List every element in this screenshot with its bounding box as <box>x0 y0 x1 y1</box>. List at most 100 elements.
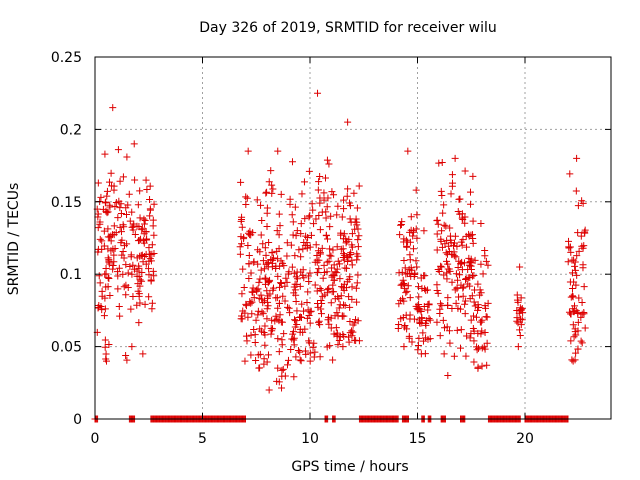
data-point <box>275 231 283 239</box>
data-point <box>306 212 314 220</box>
data-point <box>311 348 319 356</box>
data-point <box>124 283 132 291</box>
data-point <box>117 228 125 236</box>
data-point <box>150 231 158 239</box>
data-point <box>114 285 122 293</box>
data-point <box>258 308 266 316</box>
data-point <box>334 202 342 210</box>
y-tick-label: 0.05 <box>51 340 82 356</box>
data-point <box>426 335 434 343</box>
data-point <box>322 231 330 239</box>
data-point <box>269 185 277 193</box>
data-point <box>575 247 583 255</box>
data-point <box>412 186 420 194</box>
data-point <box>118 236 126 244</box>
data-point <box>417 350 425 358</box>
data-point <box>284 356 292 364</box>
data-point <box>264 259 272 267</box>
data-point <box>406 294 414 302</box>
data-point <box>413 263 421 271</box>
data-point <box>446 232 454 240</box>
data-point <box>315 319 323 327</box>
data-point <box>325 284 333 292</box>
data-point <box>281 282 289 290</box>
data-point <box>254 260 262 268</box>
data-point <box>94 179 102 187</box>
data-point <box>335 304 343 312</box>
data-point <box>116 204 124 212</box>
data-point <box>323 268 331 276</box>
data-point <box>269 286 277 294</box>
data-point <box>289 218 297 226</box>
data-point <box>138 269 146 277</box>
data-point <box>348 283 356 291</box>
data-point <box>293 320 301 328</box>
data-point <box>348 295 356 303</box>
data-point <box>297 253 305 261</box>
data-point <box>275 300 283 308</box>
data-point <box>276 222 284 230</box>
data-point <box>323 235 331 243</box>
data-point <box>397 296 405 304</box>
data-point <box>404 282 412 290</box>
data-point <box>461 310 469 318</box>
data-point <box>517 315 525 323</box>
data-point <box>353 298 361 306</box>
data-point <box>447 190 455 198</box>
data-point <box>253 287 261 295</box>
data-point <box>259 310 267 318</box>
data-point <box>339 235 347 243</box>
data-point <box>581 324 589 332</box>
data-point <box>279 365 287 373</box>
data-point <box>466 295 474 303</box>
data-point <box>268 316 276 324</box>
data-point <box>573 252 581 260</box>
data-point <box>277 318 285 326</box>
data-point <box>343 284 351 292</box>
data-point <box>143 185 151 193</box>
data-point <box>469 239 477 247</box>
data-point <box>334 341 342 349</box>
data-point <box>104 254 112 262</box>
data-point <box>346 199 354 207</box>
data-point <box>243 194 251 202</box>
data-point <box>238 213 246 221</box>
data-point <box>433 318 441 326</box>
data-point <box>568 284 576 292</box>
data-point <box>253 196 261 204</box>
data-point <box>336 275 344 283</box>
data-point <box>400 343 408 351</box>
data-point <box>245 274 253 282</box>
data-point <box>570 333 578 341</box>
x-axis-label: GPS time / hours <box>291 459 408 475</box>
data-point <box>104 245 112 253</box>
data-point <box>241 357 249 365</box>
data-point <box>102 198 110 206</box>
data-point <box>513 291 521 299</box>
data-point <box>304 288 312 296</box>
data-point <box>251 331 259 339</box>
data-point <box>320 189 328 197</box>
data-point <box>123 210 131 218</box>
data-point <box>444 302 452 310</box>
data-point <box>580 283 588 291</box>
data-point <box>395 300 403 308</box>
data-point <box>340 196 348 204</box>
data-point <box>333 265 341 273</box>
data-point <box>272 312 280 320</box>
data-point <box>476 286 484 294</box>
data-point <box>438 302 446 310</box>
data-point <box>327 299 335 307</box>
data-point <box>444 294 452 302</box>
data-point <box>443 257 451 265</box>
data-point <box>274 147 282 155</box>
data-point <box>264 302 272 310</box>
data-point <box>465 261 473 269</box>
data-point <box>244 147 252 155</box>
data-point <box>478 327 486 335</box>
data-point <box>265 178 273 186</box>
data-point <box>263 222 271 230</box>
data-point <box>323 258 331 266</box>
data-point <box>266 290 274 298</box>
data-point <box>290 341 298 349</box>
